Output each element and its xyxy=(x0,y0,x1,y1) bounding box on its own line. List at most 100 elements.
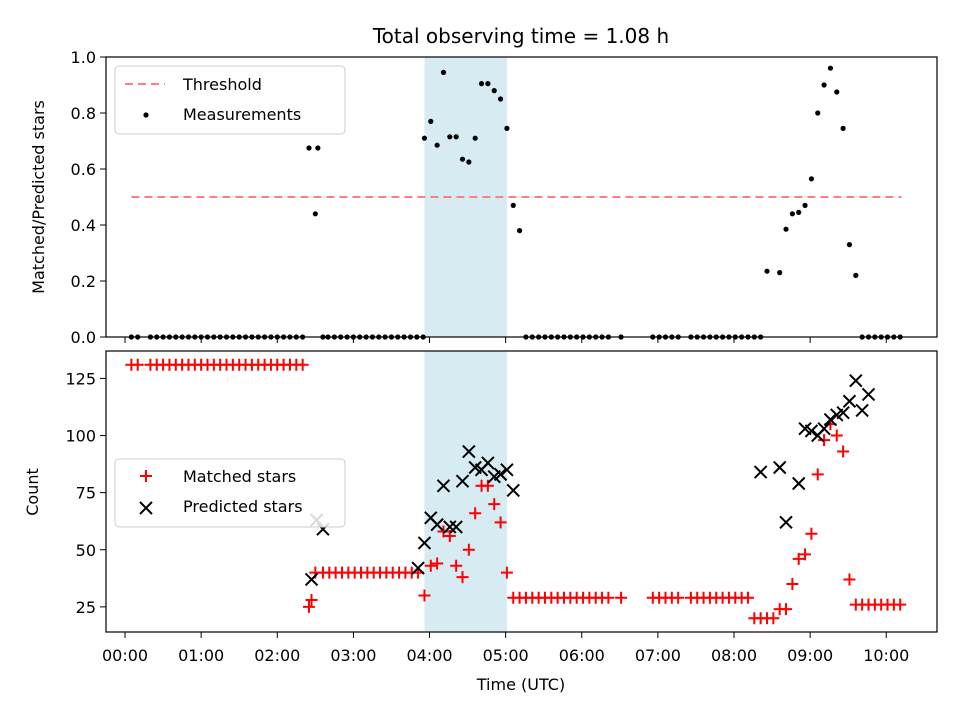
ratio-legend-box xyxy=(114,65,346,135)
measurement-point xyxy=(434,142,440,148)
ratio-panel: 0.0 0.2 0.4 0.6 0.8 1.0 Matched/Predicted sta… xyxy=(29,48,938,347)
x-tick-label: 07:00 xyxy=(635,646,681,665)
count-y-ticks: 25 50 75 100 125 xyxy=(65,369,106,617)
x-tick-label: 06:00 xyxy=(559,646,605,665)
matched-star-marker xyxy=(792,552,805,565)
predicted-star-marker xyxy=(455,474,470,488)
matched-star-marker xyxy=(424,559,437,572)
count-y-tick-label: 100 xyxy=(65,427,96,446)
ratio-y-tick-label: 0.6 xyxy=(71,160,96,179)
matched-star-marker xyxy=(469,507,482,520)
ratio-legend: Threshold Measurements xyxy=(114,65,346,135)
measurement-point xyxy=(789,211,795,217)
measurement-point xyxy=(808,176,814,182)
matched-star-marker xyxy=(131,358,144,371)
matched-star-marker xyxy=(462,543,475,556)
matched-star-marker xyxy=(500,566,513,579)
count-legend: Matched stars Predicted stars xyxy=(114,458,346,528)
predicted-star-marker xyxy=(849,373,863,388)
matched-star-marker xyxy=(786,578,799,591)
x-tick-label: 04:00 xyxy=(406,646,452,665)
measurement-point xyxy=(485,81,491,87)
measurement-point xyxy=(440,69,447,75)
predicted-star-marker xyxy=(462,444,476,459)
matched-star-marker xyxy=(894,598,907,611)
x-tick-label: 05:00 xyxy=(483,646,529,665)
ratio-y-tick-label: 0.4 xyxy=(71,216,96,235)
predicted-star-marker xyxy=(861,387,876,402)
count-y-tick-label: 25 xyxy=(76,598,96,617)
measurement-point xyxy=(510,202,516,208)
measurement-point xyxy=(459,156,466,162)
legend-predicted-label: Predicted stars xyxy=(183,497,303,516)
predicted-star-marker xyxy=(493,467,508,482)
figure-title: Total observing time = 1.08 h xyxy=(372,24,669,48)
predicted-star-marker xyxy=(411,561,425,575)
measurement-point xyxy=(802,202,808,208)
predicted-star-marker xyxy=(481,456,495,470)
matched-star-marker xyxy=(741,591,754,604)
predicted-star-marker xyxy=(823,412,838,427)
x-tick-label: 08:00 xyxy=(711,646,757,665)
measurement-point xyxy=(428,118,434,124)
measurement-point xyxy=(516,228,523,234)
measurement-point xyxy=(497,96,504,102)
measurement-point xyxy=(764,268,770,274)
ratio-y-tick-label: 1.0 xyxy=(71,48,96,67)
x-tick-label: 10:00 xyxy=(863,646,909,665)
measurement-point xyxy=(421,135,428,141)
predicted-star-marker xyxy=(430,517,444,532)
ratio-y-tick-label: 0.8 xyxy=(71,104,96,123)
matched-star-marker xyxy=(418,589,431,602)
observing-window-span-bottom xyxy=(424,351,507,632)
predicted-star-marker xyxy=(500,463,514,477)
count-y-tick-label: 125 xyxy=(65,369,96,388)
measurement-point xyxy=(796,209,802,215)
count-axes-frame xyxy=(105,350,938,633)
matched-star-marker xyxy=(488,498,501,511)
predicted-star-marker xyxy=(436,479,451,493)
ratio-y-axis-label: Matched/Predicted stars xyxy=(29,100,48,294)
measurement-point xyxy=(853,272,859,278)
predicted-star-marker xyxy=(772,460,787,475)
measurement-point xyxy=(472,135,478,141)
measurement-point xyxy=(815,110,821,116)
predicted-star-marker xyxy=(443,520,457,534)
matched-star-marker xyxy=(302,600,315,613)
measurement-point xyxy=(466,159,472,165)
predicted-star-marker xyxy=(779,515,793,530)
predicted-star-marker xyxy=(449,520,463,534)
predicted-star-marker xyxy=(304,572,319,587)
predicted-star-marker xyxy=(817,421,831,436)
measurement-point xyxy=(315,145,321,151)
matched-star-marker xyxy=(780,603,793,616)
matched-star-marker xyxy=(431,557,444,570)
matched-star-marker xyxy=(305,594,318,607)
matched-star-marker xyxy=(602,591,615,604)
matched-star-marker xyxy=(818,434,831,447)
matched-stars-points xyxy=(125,358,907,625)
x-tick-label: 00:00 xyxy=(102,646,148,665)
measurement-point xyxy=(306,145,312,151)
measurement-point xyxy=(504,125,510,131)
x-tick-label: 09:00 xyxy=(787,646,833,665)
ratio-y-tick-label: 0.0 xyxy=(71,328,96,347)
measurement-point xyxy=(312,211,318,217)
matched-star-marker xyxy=(615,591,628,604)
predicted-stars-points xyxy=(304,373,876,587)
ratio-axes-frame xyxy=(105,56,938,338)
matched-star-marker xyxy=(296,358,309,371)
legend-threshold-label: Threshold xyxy=(182,75,262,94)
x-tick-label: 02:00 xyxy=(254,646,300,665)
legend-matched-swatch xyxy=(140,470,152,482)
matched-star-marker xyxy=(837,445,850,458)
legend-measurements-swatch xyxy=(143,112,149,118)
measurement-point xyxy=(840,125,846,131)
count-y-axis-label: Count xyxy=(23,468,42,516)
matched-star-marker xyxy=(843,573,856,586)
ratio-y-ticks: 0.0 0.2 0.4 0.6 0.8 1.0 xyxy=(71,48,106,347)
predicted-star-marker xyxy=(792,476,806,491)
measurement-point xyxy=(491,88,497,94)
legend-measurements-label: Measurements xyxy=(183,105,301,124)
